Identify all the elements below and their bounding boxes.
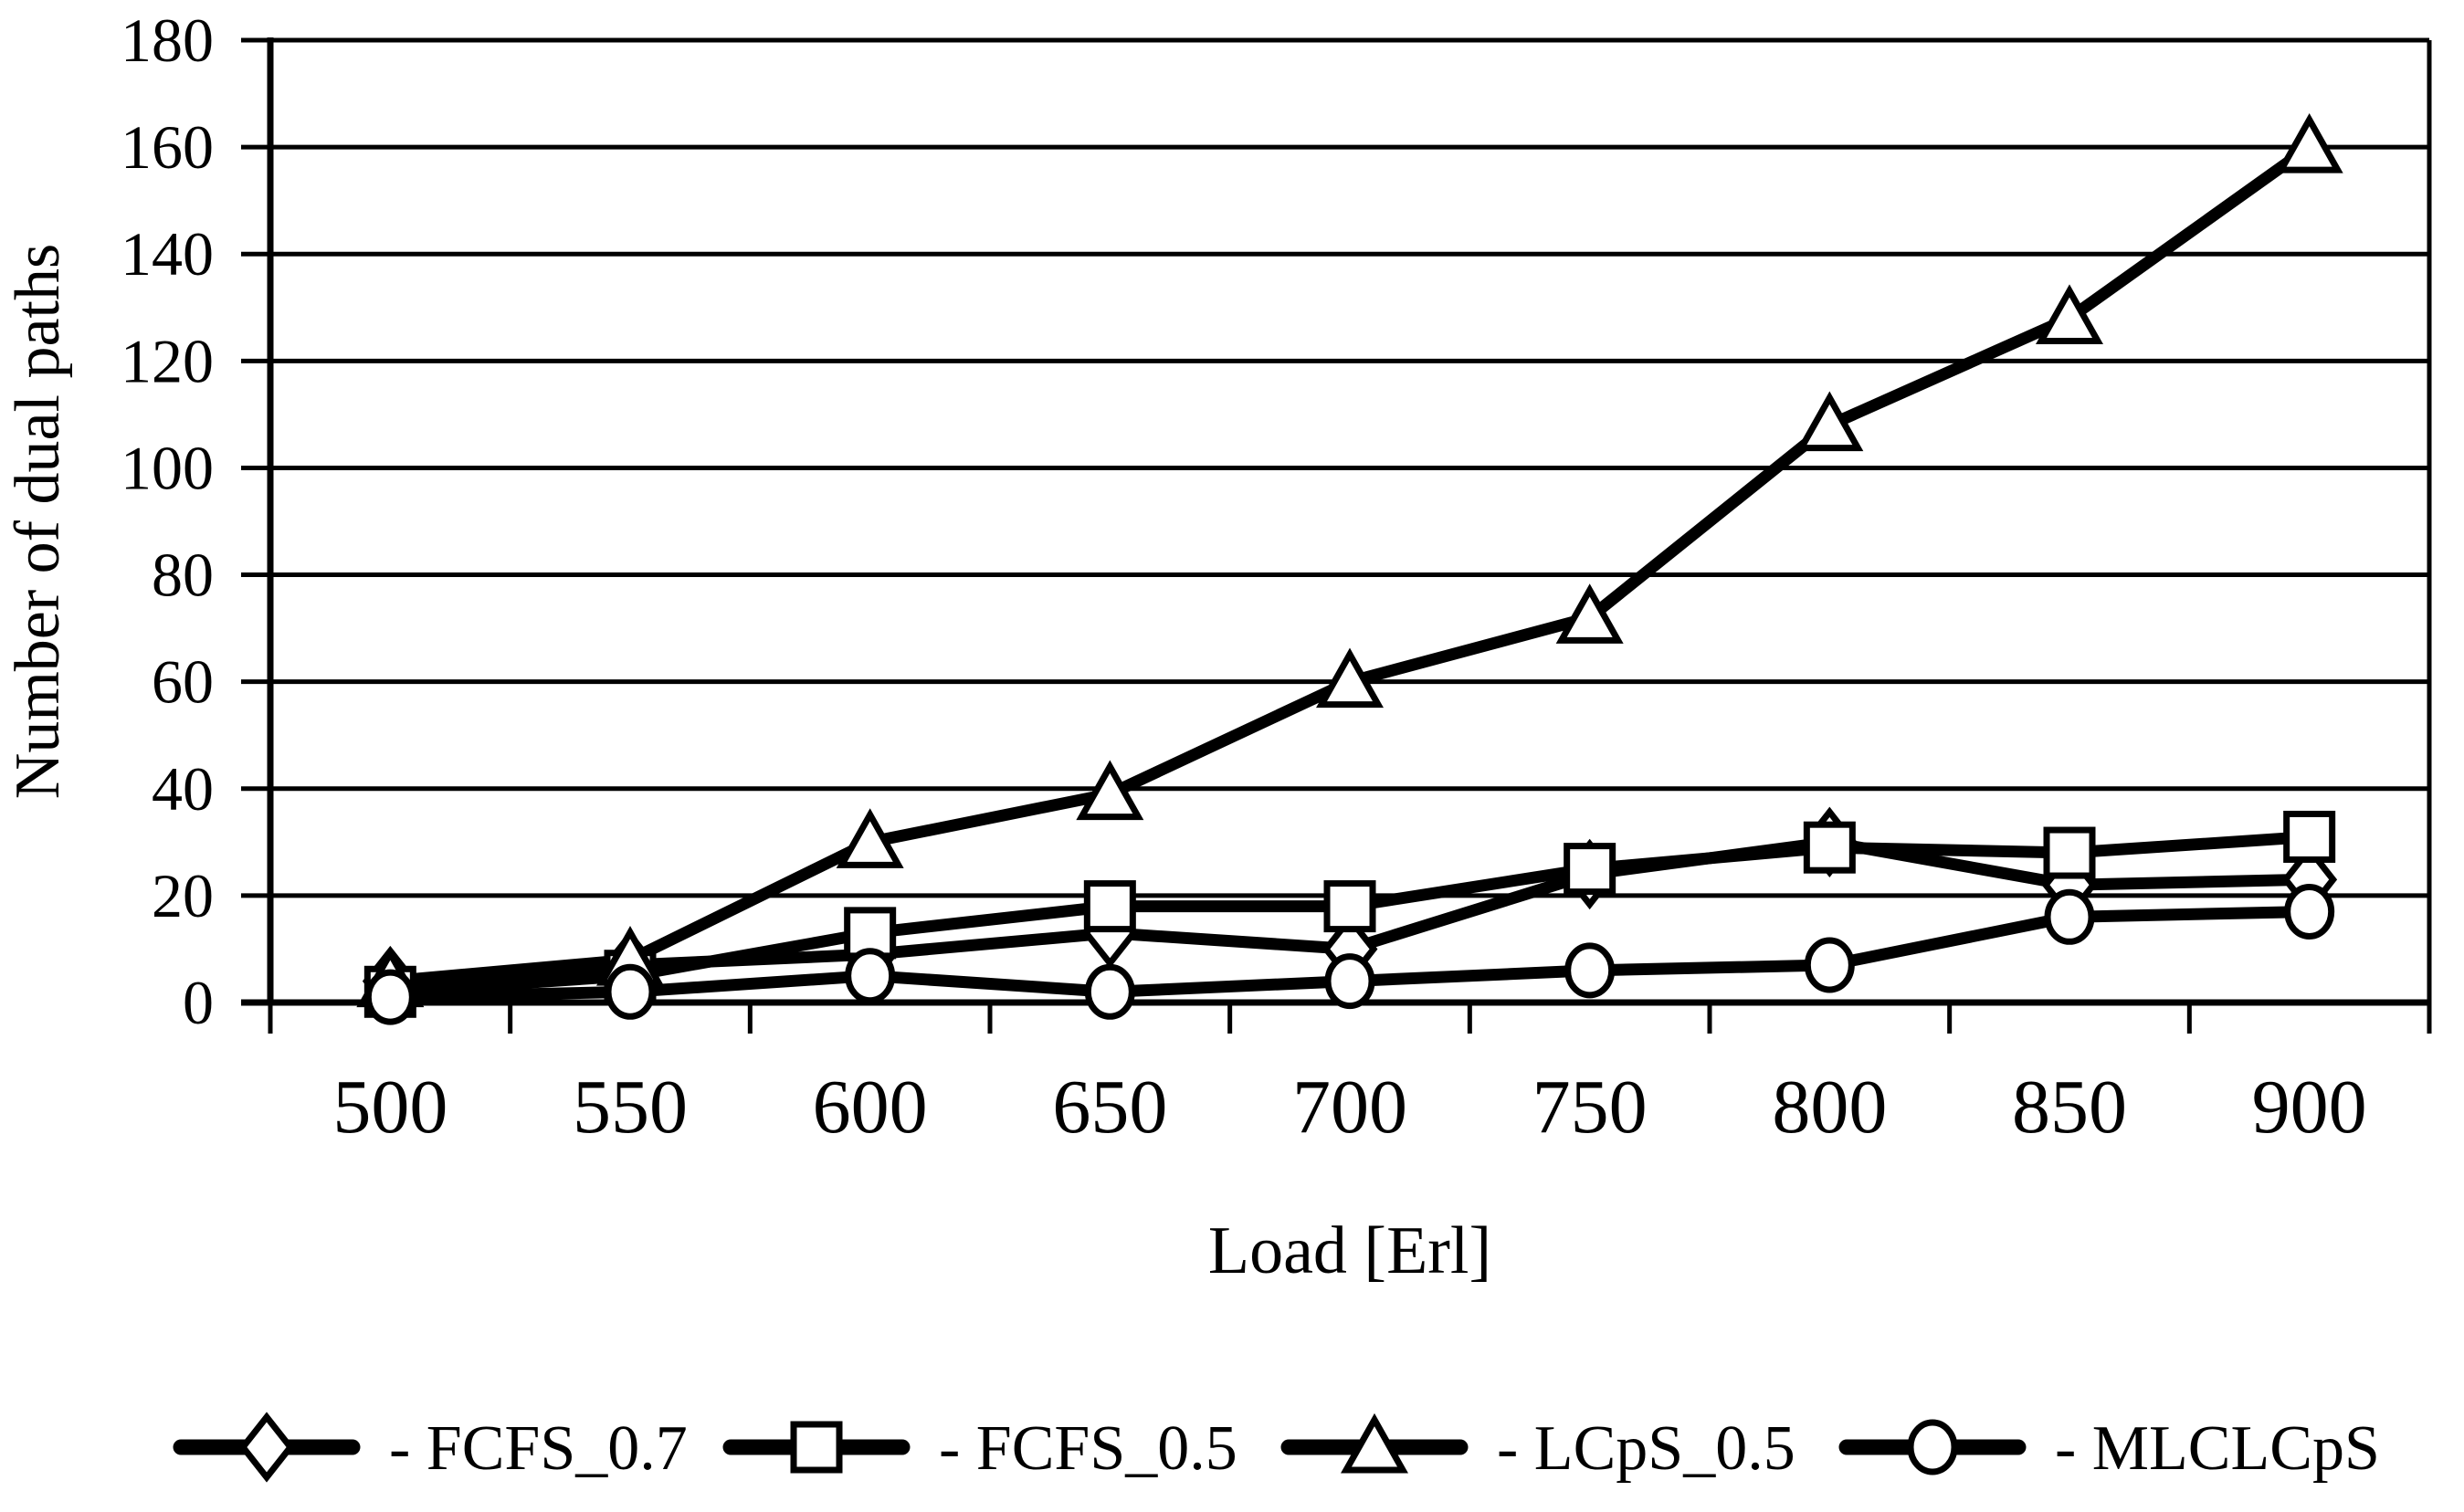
y-tick-label: 140 [121, 219, 214, 289]
y-tick-label: 180 [121, 5, 214, 75]
legend-item-MLCLCpS: - MLCLCpS [1838, 1413, 2380, 1484]
axes [267, 37, 2432, 1034]
legend-label-MLCLCpS: - MLCLCpS [2055, 1413, 2380, 1484]
x-tick-label: 650 [1052, 1065, 1167, 1150]
triangle-marker [1795, 391, 1864, 452]
circle-marker [845, 948, 896, 1004]
square-marker [2043, 826, 2096, 879]
circle-marker [1804, 937, 1855, 993]
square-marker [1083, 880, 1136, 933]
triangle-marker [2036, 284, 2103, 344]
square-marker [2283, 810, 2336, 863]
legend-label-LCpS_0.5: - LCpS_0.5 [1497, 1413, 1795, 1484]
triangle-marker [1555, 583, 1624, 644]
x-tick-label: 900 [2252, 1065, 2367, 1150]
y-tick-label: 120 [121, 326, 214, 395]
x-tick-label: 500 [332, 1065, 448, 1150]
y-tick-label: 0 [183, 968, 214, 1037]
circle-marker [364, 969, 416, 1025]
gridlines [241, 37, 2429, 1006]
y-tick-label: 160 [121, 112, 214, 182]
legend: - FCFS_0.7 - FCFS_0.5 - LCpS_0.5 - MLCLCpS [173, 1412, 2380, 1484]
triangle-marker [1341, 1412, 1408, 1474]
triangle-marker [2275, 112, 2343, 173]
x-axis-title: Load [Erl] [1208, 1213, 1491, 1288]
square-marker [1323, 880, 1376, 933]
circle-marker [1324, 953, 1375, 1010]
triangle-marker [1316, 647, 1384, 709]
square-marker [1564, 843, 1616, 896]
x-tick-label: 600 [813, 1065, 928, 1150]
legend-item-LCpS_0.5: - LCpS_0.5 [1280, 1412, 1795, 1484]
legend-label-FCFS_0.7: - FCFS_0.7 [389, 1413, 688, 1484]
y-tick-label: 100 [121, 433, 214, 502]
legend-item-FCFS_0.7: - FCFS_0.7 [173, 1412, 688, 1484]
circle-marker [1084, 963, 1135, 1020]
x-tick-label: 850 [2012, 1065, 2127, 1150]
circle-marker [2044, 888, 2095, 945]
circle-marker [1907, 1419, 1958, 1475]
x-tick-label: 750 [1532, 1065, 1648, 1150]
x-tick-label: 800 [1772, 1065, 1887, 1150]
x-tick-label: 700 [1292, 1065, 1407, 1150]
circle-marker [2284, 883, 2335, 940]
square-marker [1803, 821, 1856, 874]
y-tick-label: 20 [152, 861, 214, 930]
triangle-marker [836, 808, 904, 868]
legend-item-FCFS_0.5: - FCFS_0.5 [722, 1413, 1237, 1484]
y-axis-labels: 0 20 40 60 80 100 120 140 160 180 [121, 5, 214, 1037]
y-tick-label: 80 [152, 541, 214, 610]
square-marker [790, 1421, 843, 1474]
y-tick-label: 60 [152, 647, 214, 717]
legend-label-FCFS_0.5: - FCFS_0.5 [939, 1413, 1237, 1484]
triangle-marker [1076, 760, 1144, 821]
y-tick-label: 40 [152, 754, 214, 824]
x-axis-labels: 500 550 600 650 700 750 800 850 900 [332, 1065, 2366, 1150]
x-tick-label: 550 [573, 1065, 688, 1150]
series-markers-MLCLCpS [364, 883, 2335, 1025]
series-lines [384, 141, 2316, 1003]
circle-marker [1564, 942, 1616, 999]
y-axis-title: Number of dual paths [3, 244, 73, 799]
circle-marker [605, 963, 656, 1020]
diamond-marker [238, 1412, 295, 1483]
